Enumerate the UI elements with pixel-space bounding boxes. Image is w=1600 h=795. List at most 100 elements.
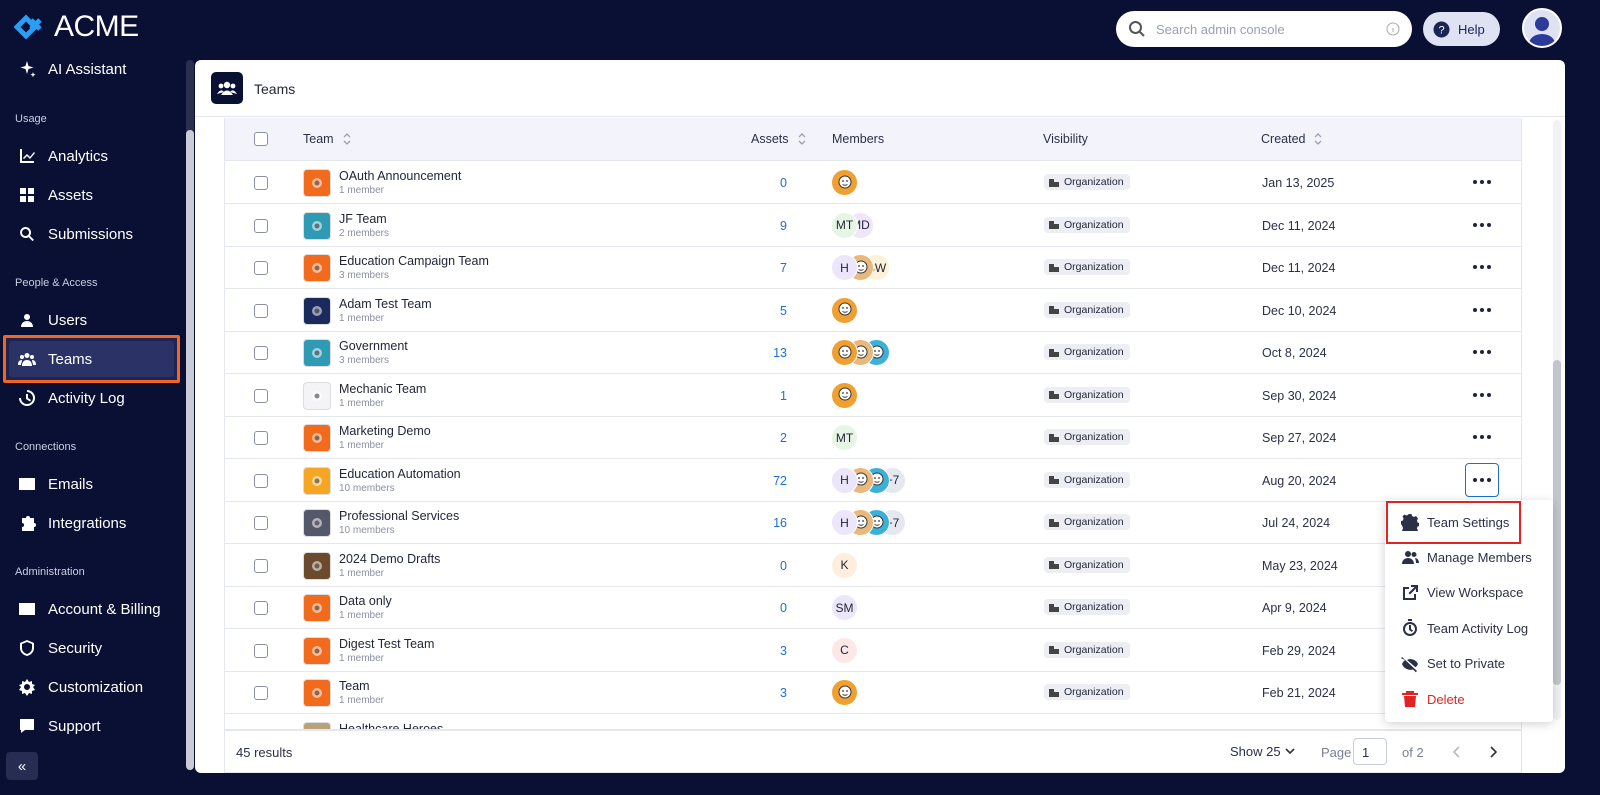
sidebar-item[interactable]: Emails [18,475,93,493]
menu-item[interactable]: Team Activity Log [1401,619,1528,637]
team-name[interactable]: Professional Services [339,509,460,523]
row-checkbox[interactable] [254,473,268,488]
table-row[interactable]: Professional Services 10 members 16 H +7 Orga… [225,501,1521,544]
asset-count[interactable]: 0 [780,176,787,190]
sidebar-item[interactable]: Assets [18,186,93,204]
row-actions[interactable] [1465,420,1499,454]
menu-item[interactable]: View Workspace [1401,584,1523,602]
asset-count[interactable]: 3 [780,643,787,658]
table-row[interactable]: Education Automation 10 members 72 H +7 Organ… [225,459,1521,502]
team-name[interactable]: Government [339,339,408,353]
sidebar-item[interactable]: Activity Log [18,389,125,407]
row-actions[interactable] [1465,462,1499,497]
asset-count[interactable]: 0 [780,601,787,615]
team-name[interactable]: JF Team [339,211,387,226]
row-checkbox[interactable] [254,218,268,233]
table-row[interactable]: Education Campaign Team 3 members 7 H SW Orga… [225,246,1521,289]
sidebar-item[interactable]: Teams [18,350,92,368]
column-header[interactable]: Created [1261,132,1323,146]
row-checkbox[interactable] [254,388,268,403]
sidebar-item[interactable]: Submissions [18,225,133,243]
asset-count[interactable]: 5 [780,303,787,318]
member-count: 1 member [339,185,385,196]
row-checkbox[interactable] [254,558,268,573]
table-row[interactable]: Adam Test Team 1 member 5 Organization Dec 1… [225,289,1521,332]
sidebar-item[interactable]: Users [18,311,87,329]
row-actions[interactable] [1465,335,1499,369]
sidebar-item[interactable]: Account & Billing [18,600,161,618]
row-checkbox[interactable] [254,643,268,658]
table-row[interactable]: Data only 1 member 0 SM Organization Apr 9, 2… [225,586,1521,629]
team-name[interactable]: 2024 Demo Drafts [339,551,441,566]
asset-count[interactable]: 0 [780,558,787,573]
row-actions[interactable] [1465,250,1499,284]
table-row[interactable]: Government 3 members 13 Organization Oct 8, … [225,331,1521,374]
row-actions[interactable] [1465,208,1499,242]
next-page[interactable] [1488,746,1498,758]
logo[interactable]: ACME [14,10,139,44]
menu-item[interactable]: Team Settings [1401,513,1509,531]
sidebar-item[interactable]: Support [18,717,101,735]
asset-count[interactable]: 72 [773,473,787,488]
sidebar-item[interactable]: Integrations [18,514,126,532]
asset-count[interactable]: 16 [773,516,787,530]
scroll-thumb[interactable] [1553,360,1561,685]
team-name[interactable]: Healthcare Heroes [339,721,444,730]
asset-count[interactable]: 1 [780,388,787,403]
asset-count[interactable]: 9 [780,218,787,233]
team-name[interactable]: Data only [339,594,392,608]
asset-count[interactable]: 7 [780,261,787,275]
table-scrollbar[interactable] [1553,120,1561,720]
sidebar-item[interactable]: Security [18,639,102,657]
table-row[interactable]: Marketing Demo 1 member 2 MT Organization Sep… [225,416,1521,459]
row-actions[interactable] [1465,378,1499,412]
sidebar-item[interactable]: Customization [18,678,143,696]
asset-count[interactable]: 2 [780,431,787,445]
table-row[interactable]: JF Team 2 members 9 MT MD Organization Dec 11,… [225,204,1521,247]
asset-count[interactable]: 3 [780,686,787,700]
row-checkbox[interactable] [254,303,268,318]
table-row[interactable]: Team 1 member 3 Organization Feb 21, 2024 [225,671,1521,714]
table-row[interactable]: 2024 Demo Drafts 1 member 0 K Organization Ma… [225,544,1521,587]
column-header[interactable]: Assets [751,132,807,146]
team-name[interactable]: Adam Test Team [339,296,432,311]
row-checkbox[interactable] [254,346,268,360]
team-name[interactable]: Digest Test Team [339,636,435,651]
menu-item[interactable]: Manage Members [1401,548,1532,566]
user-avatar[interactable] [1522,8,1562,48]
page-input[interactable]: 1 [1353,738,1387,765]
team-name[interactable]: Education Automation [339,466,461,481]
collapse-button[interactable]: « [6,752,38,780]
visibility-badge: Organization [1044,259,1130,275]
scroll-thumb[interactable] [186,130,194,770]
team-name[interactable]: OAuth Announcement [339,169,462,183]
sidebar-item[interactable]: AI Assistant [18,60,126,78]
menu-item[interactable]: Set to Private [1401,655,1505,673]
row-checkbox[interactable] [254,176,268,190]
row-checkbox[interactable] [254,516,268,530]
team-name[interactable]: Marketing Demo [339,424,431,438]
table-row[interactable]: Healthcare Heroes [225,714,1521,730]
table-row[interactable]: Mechanic Team 1 member 1 Organization Sep 30… [225,374,1521,417]
table-row[interactable]: OAuth Announcement 1 member 0 Organization J… [225,161,1521,204]
asset-count[interactable]: 13 [773,346,787,360]
menu-item[interactable]: Delete [1401,690,1465,708]
row-checkbox[interactable] [254,431,268,445]
team-name[interactable]: Education Campaign Team [339,254,489,268]
row-checkbox[interactable] [254,261,268,275]
search-box[interactable]: Search admin console [1116,11,1412,47]
help-button[interactable]: ? Help [1423,12,1500,46]
sidebar-scrollbar[interactable] [186,60,194,770]
team-name[interactable]: Mechanic Team [339,381,427,396]
row-actions[interactable] [1465,165,1499,199]
page-size[interactable]: Show 25 [1230,744,1295,759]
team-name[interactable]: Team [339,679,370,693]
column-header[interactable]: Team [303,132,352,146]
sidebar-item[interactable]: Analytics [18,147,108,165]
prev-page[interactable] [1452,746,1462,758]
row-actions[interactable] [1465,293,1499,327]
select-all-checkbox[interactable] [254,132,268,146]
table-row[interactable]: Digest Test Team 1 member 3 C Organization Fe… [225,629,1521,672]
row-checkbox[interactable] [254,601,268,615]
row-checkbox[interactable] [254,686,268,700]
